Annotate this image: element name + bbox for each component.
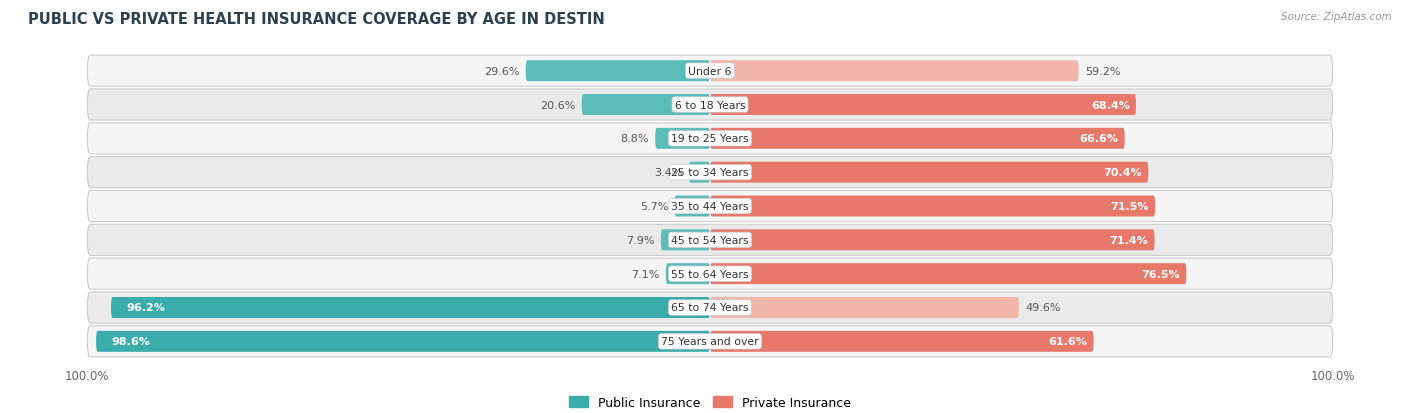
FancyBboxPatch shape: [710, 196, 1156, 217]
Legend: Public Insurance, Private Insurance: Public Insurance, Private Insurance: [564, 391, 856, 413]
Text: 20.6%: 20.6%: [540, 100, 575, 110]
FancyBboxPatch shape: [87, 292, 1333, 323]
FancyBboxPatch shape: [526, 61, 710, 82]
Text: 6 to 18 Years: 6 to 18 Years: [675, 100, 745, 110]
FancyBboxPatch shape: [675, 196, 710, 217]
Text: 61.6%: 61.6%: [1049, 337, 1087, 347]
Text: 70.4%: 70.4%: [1104, 168, 1142, 178]
FancyBboxPatch shape: [689, 162, 710, 183]
Text: 8.8%: 8.8%: [620, 134, 650, 144]
FancyBboxPatch shape: [111, 297, 710, 318]
Text: Under 6: Under 6: [689, 66, 731, 76]
Text: 71.4%: 71.4%: [1109, 235, 1149, 245]
FancyBboxPatch shape: [710, 230, 1154, 251]
FancyBboxPatch shape: [710, 61, 1078, 82]
Text: 7.9%: 7.9%: [626, 235, 655, 245]
Text: 35 to 44 Years: 35 to 44 Years: [671, 202, 749, 211]
Text: 55 to 64 Years: 55 to 64 Years: [671, 269, 749, 279]
Text: 29.6%: 29.6%: [484, 66, 519, 76]
Text: Source: ZipAtlas.com: Source: ZipAtlas.com: [1281, 12, 1392, 22]
Text: 76.5%: 76.5%: [1142, 269, 1180, 279]
FancyBboxPatch shape: [87, 326, 1333, 357]
Text: 71.5%: 71.5%: [1111, 202, 1149, 211]
Text: 5.7%: 5.7%: [640, 202, 668, 211]
FancyBboxPatch shape: [655, 128, 710, 150]
FancyBboxPatch shape: [87, 90, 1333, 121]
Text: 75 Years and over: 75 Years and over: [661, 337, 759, 347]
Text: 3.4%: 3.4%: [654, 168, 683, 178]
FancyBboxPatch shape: [710, 128, 1125, 150]
Text: 45 to 54 Years: 45 to 54 Years: [671, 235, 749, 245]
Text: 7.1%: 7.1%: [631, 269, 659, 279]
FancyBboxPatch shape: [666, 263, 710, 285]
FancyBboxPatch shape: [87, 157, 1333, 188]
FancyBboxPatch shape: [582, 95, 710, 116]
FancyBboxPatch shape: [710, 331, 1094, 352]
FancyBboxPatch shape: [87, 123, 1333, 154]
FancyBboxPatch shape: [710, 95, 1136, 116]
FancyBboxPatch shape: [710, 162, 1149, 183]
Text: 96.2%: 96.2%: [127, 303, 166, 313]
FancyBboxPatch shape: [87, 191, 1333, 222]
Text: 59.2%: 59.2%: [1085, 66, 1121, 76]
Text: PUBLIC VS PRIVATE HEALTH INSURANCE COVERAGE BY AGE IN DESTIN: PUBLIC VS PRIVATE HEALTH INSURANCE COVER…: [28, 12, 605, 27]
FancyBboxPatch shape: [87, 259, 1333, 290]
Text: 66.6%: 66.6%: [1080, 134, 1119, 144]
FancyBboxPatch shape: [661, 230, 710, 251]
Text: 19 to 25 Years: 19 to 25 Years: [671, 134, 749, 144]
FancyBboxPatch shape: [87, 56, 1333, 87]
FancyBboxPatch shape: [96, 331, 710, 352]
FancyBboxPatch shape: [710, 263, 1187, 285]
Text: 98.6%: 98.6%: [111, 337, 150, 347]
Text: 65 to 74 Years: 65 to 74 Years: [671, 303, 749, 313]
Text: 25 to 34 Years: 25 to 34 Years: [671, 168, 749, 178]
FancyBboxPatch shape: [710, 297, 1019, 318]
FancyBboxPatch shape: [87, 225, 1333, 256]
Text: 68.4%: 68.4%: [1091, 100, 1129, 110]
Text: 49.6%: 49.6%: [1025, 303, 1060, 313]
